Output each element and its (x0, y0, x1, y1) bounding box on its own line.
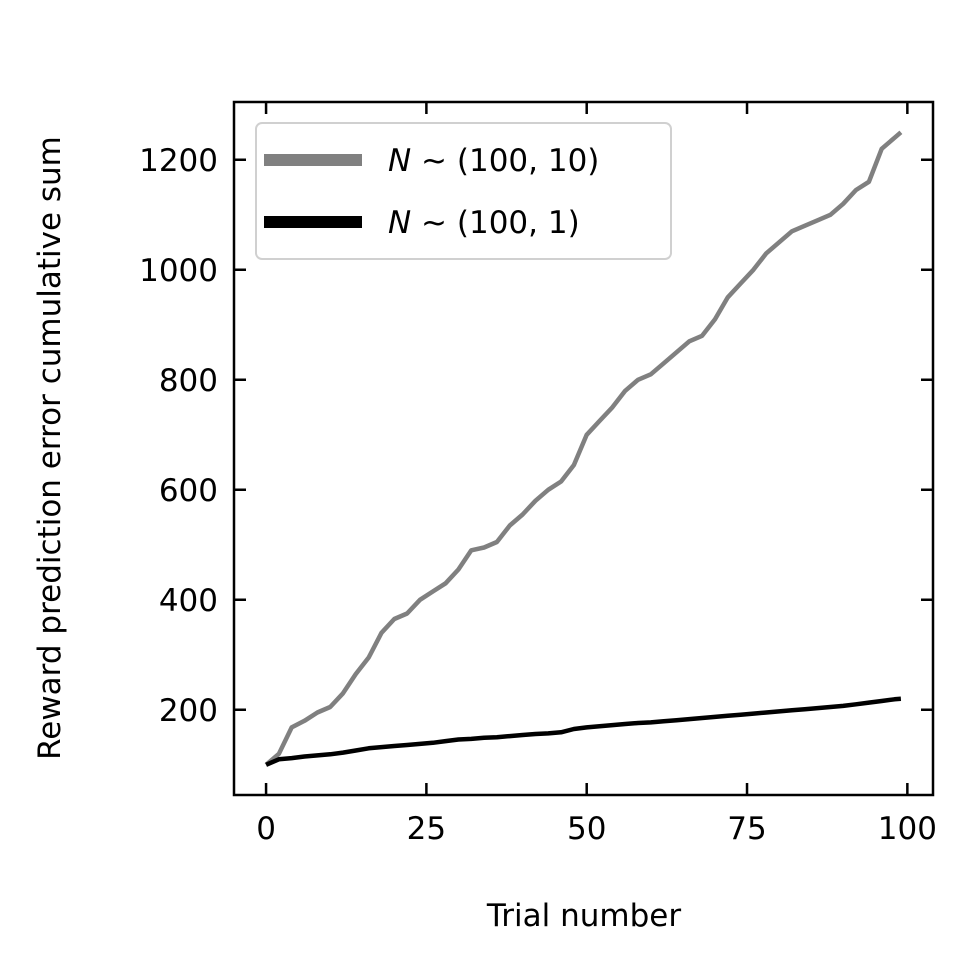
y-axis-label: Reward prediction error cumulative sum (32, 136, 68, 760)
ticks-layer: 0 25 50 75 100 200 400 600 800 1000 1200 (139, 102, 937, 847)
y-tick-label: 1200 (139, 143, 218, 179)
x-tick-label: 75 (727, 811, 766, 847)
y-tick-label: 400 (159, 583, 218, 619)
legend-label-1: N ~ (100, 1) (388, 205, 580, 241)
y-tick-label: 1000 (139, 253, 218, 289)
legend: N ~ (100, 10) N ~ (100, 1) (255, 122, 672, 260)
y-tick-label: 800 (159, 363, 218, 399)
series-line-0 (264, 130, 903, 767)
x-tick-label: 25 (407, 811, 446, 847)
series-layer (264, 130, 903, 767)
legend-label-0: N ~ (100, 10) (388, 143, 599, 179)
y-tick-label: 600 (159, 473, 218, 509)
x-tick-label: 50 (567, 811, 606, 847)
x-axis-label: Trial number (486, 898, 681, 934)
x-tick-label: 100 (878, 811, 937, 847)
y-tick-label: 200 (159, 693, 218, 729)
plot-area (232, 100, 935, 797)
x-tick-label: 0 (256, 811, 276, 847)
series-line-1 (265, 696, 902, 767)
plot-frame (232, 100, 935, 797)
